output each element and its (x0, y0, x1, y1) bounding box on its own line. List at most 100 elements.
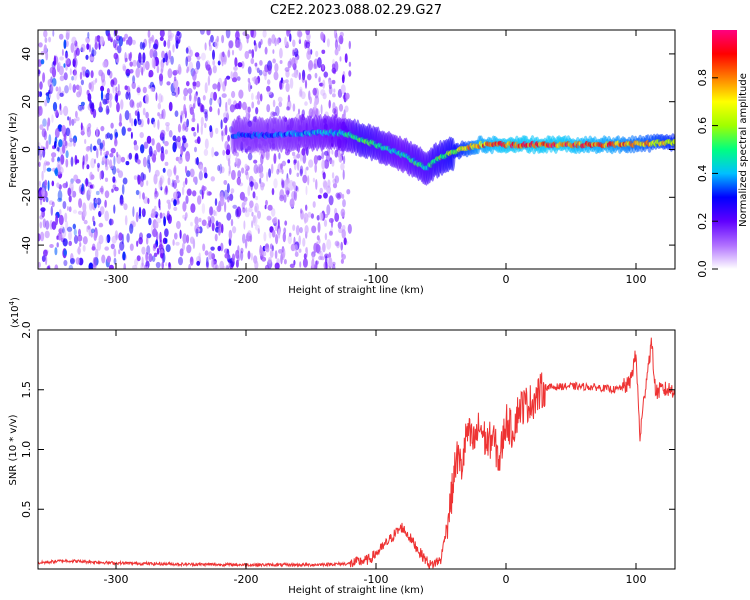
heatmap-cell (222, 55, 227, 63)
heatmap-cell (86, 164, 90, 170)
heatmap-cell (150, 87, 155, 92)
heatmap-cell (173, 206, 178, 211)
heatmap-cell (322, 172, 326, 180)
heatmap-cell (203, 109, 209, 115)
heatmap-cell (320, 104, 323, 115)
heatmap-cell (285, 190, 290, 196)
heatmap-cell (221, 34, 225, 44)
x-tick-label: 100 (626, 573, 647, 586)
heatmap-cell (73, 58, 76, 66)
heatmap-cell (334, 149, 338, 158)
heatmap-cell (227, 49, 231, 58)
heatmap-cell (201, 186, 207, 191)
heatmap-cell (70, 156, 74, 167)
heatmap-cell (118, 121, 123, 127)
heatmap-cell (200, 104, 205, 113)
heatmap-cell (202, 243, 206, 252)
heatmap-cell (116, 168, 120, 173)
heatmap-cell (217, 60, 221, 66)
heatmap-cell (185, 195, 189, 205)
heatmap-cell (204, 111, 208, 119)
heatmap-cell (145, 93, 149, 105)
heatmap-cell (148, 217, 152, 226)
heatmap-cell (283, 227, 287, 234)
heatmap-cell (82, 104, 85, 110)
heatmap-cell (141, 208, 146, 218)
heatmap-cell (249, 200, 254, 208)
heatmap-cell (259, 246, 263, 257)
heatmap-cell (136, 87, 141, 94)
heatmap-cell (341, 74, 345, 84)
heatmap-cell (269, 249, 274, 258)
heatmap-cell (82, 244, 86, 252)
heatmap-cell (329, 159, 335, 164)
heatmap-cell (247, 66, 252, 75)
heatmap-cell (128, 152, 133, 160)
heatmap-cell (224, 253, 229, 259)
heatmap-cell (200, 116, 204, 127)
x-tick-label: 100 (626, 273, 647, 286)
heatmap-cell (332, 178, 337, 184)
heatmap-cell (106, 88, 110, 94)
heatmap-cell (120, 99, 124, 110)
heatmap-cell (228, 237, 232, 247)
heatmap-cell (45, 254, 48, 266)
heatmap-cell (323, 71, 329, 78)
heatmap-cell (340, 241, 344, 251)
heatmap-cell (314, 263, 317, 269)
heatmap-cell (109, 133, 113, 141)
heatmap-cell (197, 136, 201, 145)
heatmap-cell (255, 107, 259, 115)
heatmap-cell (177, 123, 182, 133)
heatmap-cell (105, 158, 110, 166)
heatmap-cell (317, 194, 322, 199)
heatmap-cell (212, 65, 217, 74)
heatmap-cell (273, 71, 279, 81)
heatmap-cell (223, 128, 226, 137)
heatmap-cell (289, 167, 292, 175)
heatmap-cell (88, 262, 94, 269)
heatmap-cell (69, 132, 72, 142)
heatmap-cell (200, 124, 203, 135)
colorbar: 0.0 0.2 0.4 0.6 0.8 Normalized spectral ampl… (696, 30, 749, 278)
heatmap-cell (184, 165, 188, 174)
heatmap-cell (267, 257, 272, 264)
heatmap-cell (344, 53, 348, 63)
heatmap-cell (133, 175, 138, 180)
heatmap-cell (105, 236, 108, 244)
heatmap-cell (136, 255, 141, 262)
heatmap-cell (254, 62, 258, 67)
heatmap-cell (313, 63, 317, 70)
heatmap-cell (48, 134, 52, 145)
heatmap-cell (142, 192, 145, 200)
heatmap-cell (210, 91, 215, 101)
heatmap-cell (295, 185, 298, 192)
heatmap-cell (56, 182, 60, 188)
heatmap-cell (58, 139, 63, 148)
heatmap-cell (305, 185, 308, 196)
heatmap-cell (227, 134, 231, 142)
figure-title: C2E2.2023.088.02.29.G27 (270, 3, 442, 18)
heatmap-cell (231, 253, 236, 262)
heatmap-cell (87, 187, 92, 195)
heatmap-cell (104, 246, 109, 251)
heatmap-cell (148, 145, 153, 157)
heatmap-cell (118, 36, 124, 47)
heatmap-cell (180, 110, 184, 116)
heatmap-cell (126, 72, 130, 78)
heatmap-cell (153, 150, 157, 157)
heatmap-cell (320, 31, 324, 41)
heatmap-cell (185, 56, 188, 67)
heatmap-cell (281, 180, 285, 188)
heatmap-cell (281, 247, 286, 259)
heatmap-cell (151, 255, 156, 262)
heatmap-cell (100, 90, 104, 101)
heatmap-cell (186, 234, 190, 244)
heatmap-cell (191, 117, 196, 123)
heatmap-cell (165, 124, 170, 132)
heatmap-cell (156, 247, 160, 255)
heatmap-cell (324, 232, 328, 241)
heatmap-cell (231, 77, 238, 83)
heatmap-cell (337, 221, 342, 229)
